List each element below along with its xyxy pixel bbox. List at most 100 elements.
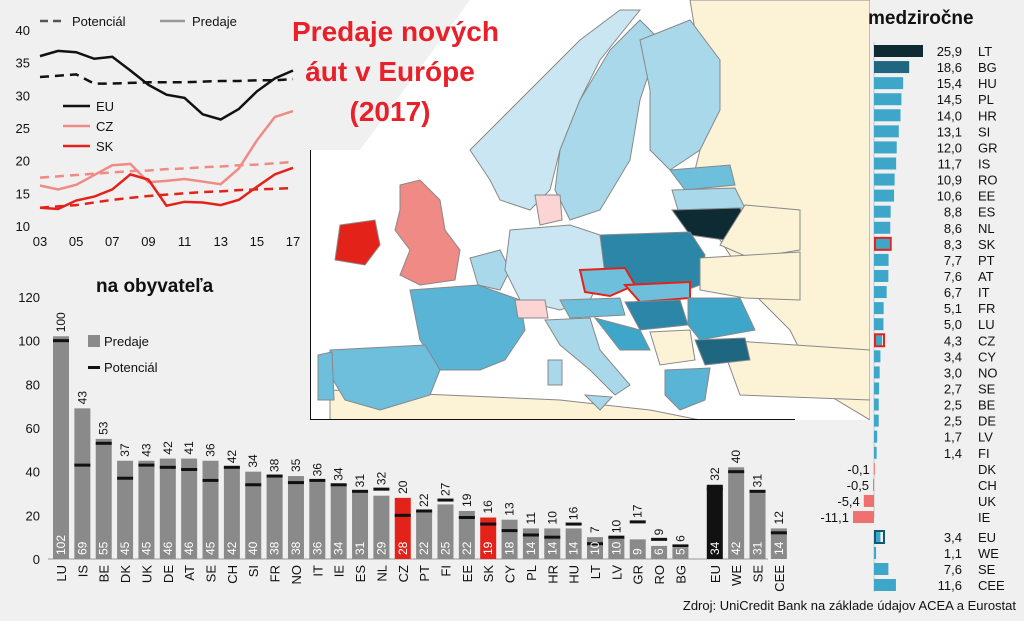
yoy-bar-sk (874, 237, 890, 250)
bar-es (352, 491, 369, 559)
potential-marker (608, 535, 625, 539)
y-tick-label: 20 (16, 154, 30, 169)
map-turkey (719, 339, 870, 401)
potential-marker (706, 487, 723, 491)
potential-value-label: 10 (609, 519, 623, 533)
bar-si (245, 471, 262, 559)
legend-swatch-sales (88, 335, 100, 347)
yoy-bar-dk (873, 462, 875, 475)
bar-ee (458, 510, 475, 559)
yoy-bar-is (874, 157, 897, 170)
yoy-value-label: 12,0 (937, 140, 962, 155)
potential-marker (416, 509, 433, 513)
yoy-bar-nl (874, 221, 891, 234)
bar-dk (117, 460, 134, 559)
category-label: CEE (772, 565, 787, 592)
x-tick-label: 11 (178, 234, 192, 249)
potential-value-label: 43 (75, 391, 89, 405)
potential-value-label: 34 (246, 454, 260, 468)
category-label: PL (524, 565, 539, 581)
y-tick-label: 10 (16, 219, 30, 234)
legend-swatch-potential (88, 366, 100, 369)
map-ireland (334, 219, 381, 266)
yoy-category-label: AT (978, 269, 994, 284)
yoy-value-label: 7,6 (944, 562, 962, 577)
yoy-bar-de (874, 414, 879, 427)
category-label: HR (545, 565, 560, 584)
y-tick-label: 80 (26, 377, 40, 392)
potential-marker (672, 544, 689, 548)
potential-marker (501, 529, 518, 533)
line-chart: 10 15 20 25 30 35 40 03 05 07 09 11 13 15 17 Potenciál P… (16, 14, 300, 249)
bar-se (202, 460, 219, 559)
sales-value-label: 25 (438, 541, 452, 555)
map-norway (469, 9, 642, 211)
potential-value-label: 43 (139, 443, 153, 457)
potential-value-label: 38 (268, 458, 282, 472)
potential-value-label: 19 (460, 493, 474, 507)
potential-marker (728, 470, 745, 474)
sales-value-label: 29 (374, 541, 388, 555)
yoy-category-label: LV (978, 430, 993, 445)
bar-chart-title: na obyvateľa (96, 276, 214, 297)
y-tick-label: 30 (16, 88, 30, 103)
yoy-category-label: FI (978, 446, 990, 461)
yoy-value-label: 14,5 (937, 92, 962, 107)
sales-value-label: 14 (524, 541, 538, 555)
yoy-bar-si (874, 125, 899, 138)
sales-value-label: 14 (545, 541, 559, 555)
map-ukraine (699, 251, 801, 301)
yoy-category-label: PL (978, 92, 994, 107)
sales-value-label: 14 (772, 541, 786, 555)
yoy-category-label: BG (978, 60, 997, 75)
potential-marker (53, 339, 69, 343)
potential-value-label: 27 (438, 482, 452, 496)
x-tick-label: 17 (286, 234, 300, 249)
potential-marker (522, 533, 539, 537)
yoy-value-label: 1,1 (944, 546, 962, 561)
yoy-bar-no (874, 366, 880, 379)
bar-is (74, 408, 91, 559)
title-line: áut v Európe (305, 56, 475, 87)
sales-value-label: 22 (460, 541, 474, 555)
potential-value-label: 16 (567, 506, 581, 520)
category-label: GR (631, 565, 646, 585)
category-label: LU (54, 565, 69, 582)
yoy-category-label: SE (978, 562, 996, 577)
potential-marker (266, 474, 283, 478)
yoy-value-label: 11,7 (938, 156, 962, 171)
potential-marker (181, 467, 198, 471)
yoy-value-label: 3,0 (944, 365, 962, 380)
sales-line-sk (39, 166, 294, 211)
yoy-bar-ch (873, 478, 875, 491)
map-finland (639, 19, 721, 171)
sales-value-label: 31 (353, 541, 367, 555)
yoy-bar-pt (874, 253, 889, 266)
map-sweden (554, 19, 661, 221)
yoy-category-label: BE (978, 398, 996, 413)
page-title: Predaje nových áut v Európe (2017) (292, 12, 499, 132)
yoy-bar-it (874, 286, 887, 299)
sales-value-label: 45 (118, 541, 132, 555)
sales-value-label: 14 (567, 541, 581, 555)
bar-we (728, 467, 745, 559)
potential-value-label: 20 (396, 480, 410, 494)
potential-marker (309, 478, 326, 482)
yoy-category-label: UK (978, 494, 996, 509)
yoy-value-label: 11,6 (938, 578, 962, 593)
category-label: ES (353, 565, 368, 583)
category-label: SE (751, 565, 766, 583)
yoy-category-label: RO (978, 173, 998, 188)
map-romania (687, 297, 756, 341)
sales-value-label: 69 (75, 541, 89, 555)
category-label: NL (374, 565, 389, 582)
bar-it (309, 480, 326, 559)
map-denmark (534, 194, 563, 226)
yoy-bar-we (874, 547, 877, 559)
potential-marker (245, 483, 262, 487)
potential-value-label: 11 (524, 512, 538, 525)
europe-map (310, 0, 870, 420)
yoy-bar-uk (863, 494, 874, 507)
potential-value-label: 12 (772, 511, 786, 525)
potential-marker (223, 465, 240, 469)
